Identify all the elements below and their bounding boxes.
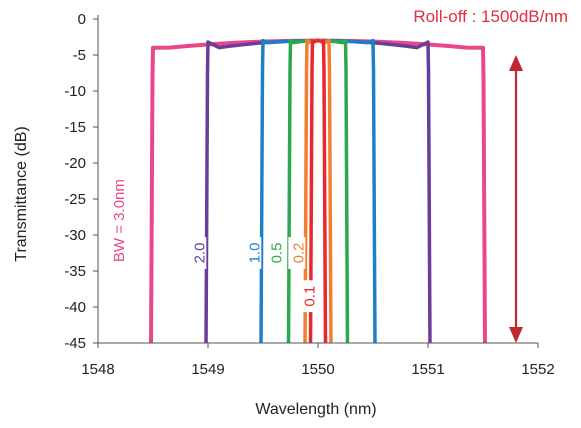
x-tick-label: 1550	[301, 361, 334, 378]
series-label-group: 0.1	[299, 280, 318, 313]
x-tick-label: 1551	[411, 361, 444, 378]
series-label-group: 0.2	[288, 237, 307, 269]
series-label-bg	[299, 280, 317, 313]
y-axis-title: Transmittance (dB)	[13, 126, 30, 261]
y-tick-label: 0	[78, 11, 86, 28]
y-tick-label: -40	[64, 299, 86, 316]
series-label: BW = 3.0nm	[111, 179, 128, 262]
series-line-0-1	[308, 38, 328, 344]
rolloff-arrow-head-bottom	[509, 327, 523, 343]
series-label-bg	[288, 237, 306, 269]
y-tick-label: -20	[64, 155, 86, 172]
series-label-group: 0.5	[266, 237, 285, 269]
x-tick-label: 1549	[191, 361, 224, 378]
series-label: 0.2	[290, 243, 307, 264]
x-tick-label: 1552	[521, 361, 554, 378]
axes: 0 -5 -10 -15 -20 -25 -30 -35 -40 -45 1548 1549 1550 1…	[64, 11, 554, 378]
series-label: 1.0	[246, 243, 263, 264]
series-label-bg	[189, 237, 207, 269]
rolloff-arrow-head-top	[509, 55, 523, 71]
series-label: 0.5	[268, 243, 285, 264]
x-axis-title: Wavelength (nm)	[255, 401, 376, 418]
y-tick-label: -10	[64, 83, 86, 100]
y-tick-label: -25	[64, 191, 86, 208]
series-label: 0.1	[301, 286, 318, 307]
y-tick-label: -45	[64, 335, 86, 352]
series-label-group: 2.0	[189, 237, 208, 269]
series-label-bg	[244, 237, 262, 269]
series-label-group: BW = 3.0nm	[111, 179, 128, 262]
y-tick-label: -5	[73, 47, 86, 64]
series-layer	[149, 38, 487, 344]
y-tick-label: -15	[64, 119, 86, 136]
rolloff-annotation: Roll-off : 1500dB/nm	[413, 7, 568, 26]
y-tick-label: -30	[64, 227, 86, 244]
x-tick-label: 1548	[81, 361, 114, 378]
series-label: 2.0	[191, 243, 208, 264]
series-labels: BW = 3.0nm 2.0 1.0 0.5 0.2 0.1	[111, 179, 318, 313]
y-tick-label: -35	[64, 263, 86, 280]
series-label-bg	[266, 237, 284, 269]
series-label-group: 1.0	[244, 237, 263, 269]
